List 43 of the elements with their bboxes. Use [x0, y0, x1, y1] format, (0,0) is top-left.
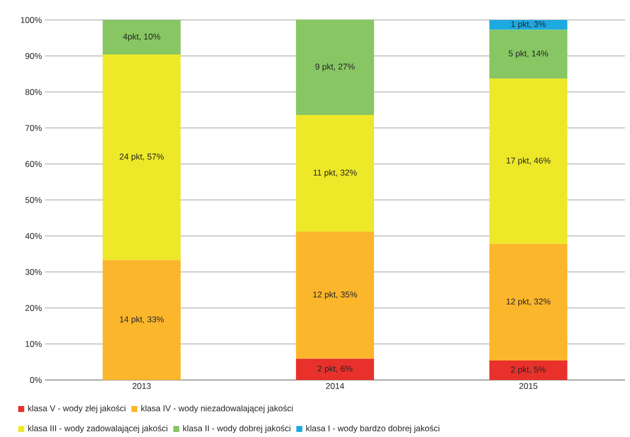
- bar: [489, 30, 568, 79]
- y-tick-label: 10%: [26, 340, 42, 347]
- legend-label: klasa V - wody złej jakości: [28, 404, 126, 413]
- y-tick-label: 80%: [25, 88, 42, 95]
- legend-label: klasa III - wody zadowalającej jakości: [28, 424, 168, 433]
- data-label: 17 pkt, 46%: [506, 157, 550, 166]
- data-label: 1 pkt, 3%: [511, 20, 546, 29]
- legend-label: klasa II - wody dobrej jakości: [183, 424, 290, 433]
- x-tick-label: 2013: [132, 383, 151, 389]
- x-tick-label: 2015: [519, 383, 538, 389]
- y-tick-label: 20%: [25, 304, 42, 311]
- bar: [296, 358, 374, 380]
- bar: [489, 78, 568, 244]
- data-label: 12 pkt, 35%: [313, 291, 358, 300]
- legend-label: klasa IV - wody niezadowalającej jakości: [141, 404, 293, 413]
- data-label: 5 pkt, 14%: [508, 50, 548, 58]
- bar: [489, 244, 568, 361]
- y-tick-label: 50%: [25, 196, 42, 203]
- y-tick-label: 60%: [25, 160, 42, 167]
- bar: [296, 20, 374, 116]
- bar: [102, 54, 181, 260]
- y-tick-label: 0%: [30, 376, 42, 383]
- data-label: 2 pkt, 6%: [318, 365, 352, 374]
- bar: [102, 20, 181, 55]
- bar: [489, 360, 568, 380]
- y-tick-label: 90%: [25, 52, 42, 59]
- data-label: 14 pkt, 33%: [120, 316, 164, 324]
- y-tick-label: 30%: [25, 268, 42, 275]
- data-label: 12 pkt, 32%: [506, 298, 550, 306]
- bar: [489, 20, 568, 30]
- x-tick-label: 2014: [326, 383, 344, 389]
- bar: [296, 115, 374, 232]
- legend-label: klasa I - wody bardzo dobrej jakości: [306, 424, 440, 433]
- data-label: 24 pkt, 57%: [120, 153, 164, 162]
- data-label: 11 pkt, 32%: [314, 169, 357, 178]
- data-label: 2 pkt, 5%: [511, 366, 546, 374]
- data-label: 9 pkt, 27%: [315, 63, 355, 72]
- bar: [102, 260, 181, 380]
- y-tick-label: 70%: [25, 124, 42, 131]
- y-tick-label: 40%: [25, 232, 42, 239]
- bar: [296, 232, 374, 359]
- data-label: 4pkt, 10%: [123, 33, 160, 42]
- y-tick-label: 100%: [20, 16, 42, 23]
